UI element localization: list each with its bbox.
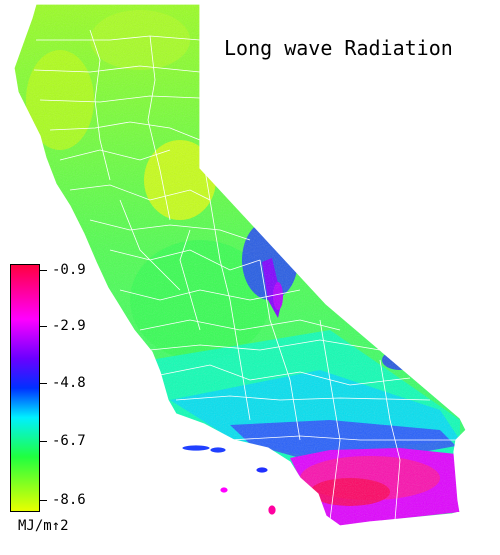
county-boundaries: [33, 29, 456, 521]
legend-tick-label: -0.9: [52, 262, 86, 278]
legend-tick: [39, 441, 47, 442]
state-boundary: [13, 3, 467, 527]
legend-tick-label: -4.8: [52, 375, 86, 391]
color-scale-bar: [10, 264, 40, 512]
legend-tick: [39, 383, 47, 384]
legend-units: MJ/m↑2: [18, 518, 69, 534]
legend-tick-label: -2.9: [52, 318, 86, 334]
legend-tick: [39, 326, 47, 327]
channel-islands: [181, 444, 277, 516]
legend-tick: [39, 500, 47, 501]
legend-tick: [39, 270, 47, 271]
map-title: Long wave Radiation: [224, 36, 453, 60]
legend-tick-label: -6.7: [52, 433, 86, 449]
legend-tick-label: -8.6: [52, 492, 86, 508]
